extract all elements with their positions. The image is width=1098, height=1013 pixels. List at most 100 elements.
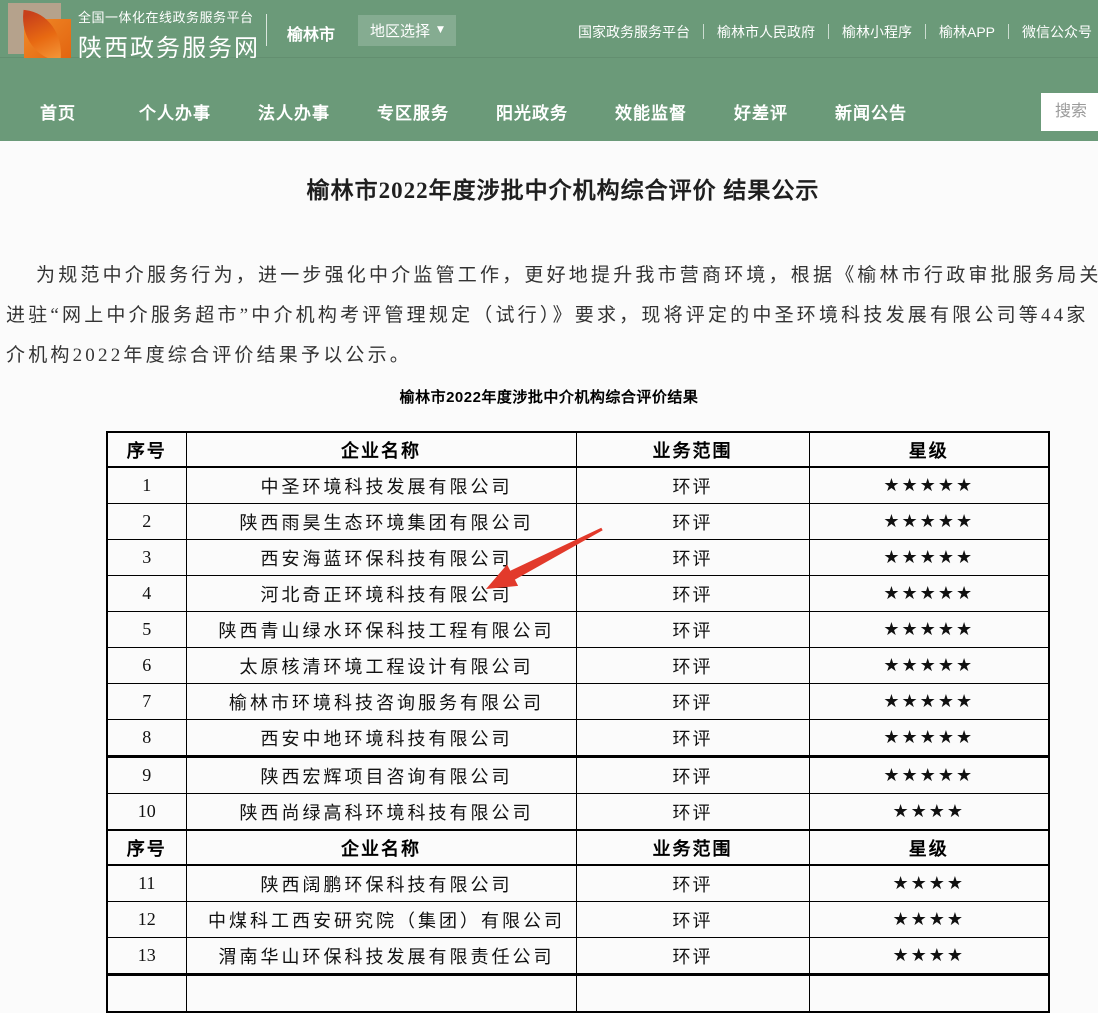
- nav-item-news[interactable]: 新闻公告: [835, 104, 907, 123]
- cell-company-name: 中煤科工西安研究院（集团）有限公司: [185, 901, 577, 938]
- cell-scope: 环评: [575, 683, 810, 720]
- link-separator: [828, 24, 829, 39]
- evaluation-results-table: 序号 企业名称 业务范围 星级 1 中圣环境科技发展有限公司 环评 ★★★★★ 2 陕西雨昊生态环…: [106, 431, 1050, 1013]
- column-header: 企业名称: [185, 431, 577, 468]
- cell-scope: 环评: [575, 937, 810, 975]
- chevron-down-icon: ▼: [437, 25, 444, 35]
- nav-item-open-gov[interactable]: 阳光政务: [496, 104, 568, 123]
- cell-scope: [575, 973, 810, 1013]
- table-row: 7 榆林市环境科技咨询服务有限公司 环评 ★★★★★: [106, 683, 1050, 720]
- nav-item-rating[interactable]: 好差评: [734, 104, 788, 123]
- paragraph-line: 介机构2022年度综合评价结果予以公示。: [6, 345, 413, 366]
- nav-item-efficiency[interactable]: 效能监督: [615, 104, 687, 123]
- cell-no: 12: [106, 901, 187, 938]
- cell-no: 2: [106, 503, 187, 540]
- site-header: 全国一体化在线政务服务平台 陕西政务服务网 榆林市 地区选择 ▼ 国家政务服务平…: [0, 0, 1098, 64]
- cell-company-name: 渭南华山环保科技发展有限责任公司: [185, 937, 577, 975]
- cell-company-name: 太原核清环境工程设计有限公司: [185, 647, 577, 684]
- cell-no: 4: [106, 575, 187, 612]
- main-navbar: 首页 个人办事 法人办事 专区服务 阳光政务 效能监督 好差评 新闻公告: [0, 58, 1098, 141]
- search-input[interactable]: [1041, 93, 1098, 131]
- cell-stars: ★★★★: [808, 864, 1050, 902]
- cell-no: [106, 973, 187, 1013]
- table-caption: 榆林市2022年度涉批中介机构综合评价结果: [399, 389, 699, 406]
- cell-no: 10: [106, 793, 187, 831]
- table-row: 13 渭南华山环保科技发展有限责任公司 环评 ★★★★: [106, 937, 1050, 975]
- cell-scope: 环评: [575, 901, 810, 938]
- current-city-label: 榆林市: [287, 27, 336, 44]
- top-links-bar: 国家政务服务平台 榆林市人民政府 榆林小程序 榆林APP 微信公众号 注册: [578, 21, 1098, 42]
- nav-item-legal-person[interactable]: 法人办事: [258, 104, 330, 123]
- cell-stars: ★★★★★: [808, 647, 1050, 684]
- column-header: 业务范围: [575, 829, 810, 866]
- cell-company-name: 河北奇正环境科技有限公司: [185, 575, 577, 612]
- cell-stars: ★★★★★: [808, 611, 1050, 648]
- cell-company-name: 陕西雨昊生态环境集团有限公司: [185, 503, 577, 540]
- cell-scope: 环评: [575, 503, 810, 540]
- link-separator: [703, 24, 704, 39]
- table-header-row: 序号 企业名称 业务范围 星级: [106, 829, 1050, 866]
- table-row: 8 西安中地环境科技有限公司 环评 ★★★★★: [106, 719, 1050, 757]
- cell-scope: 环评: [575, 755, 810, 794]
- cell-scope: 环评: [575, 575, 810, 612]
- column-header: 业务范围: [575, 431, 810, 468]
- cell-company-name: 陕西尚绿高科环境科技有限公司: [185, 793, 577, 831]
- cell-no: 6: [106, 647, 187, 684]
- nav-item-special-zone[interactable]: 专区服务: [377, 104, 449, 123]
- cell-no: 9: [106, 755, 187, 794]
- column-header: 企业名称: [185, 829, 577, 866]
- cell-no: 8: [106, 719, 187, 757]
- table-row: 2 陕西雨昊生态环境集团有限公司 环评 ★★★★★: [106, 503, 1050, 540]
- table-row: 1 中圣环境科技发展有限公司 环评 ★★★★★: [106, 466, 1050, 504]
- link-city-government[interactable]: 榆林市人民政府: [717, 23, 815, 40]
- cell-company-name: 西安海蓝环保科技有限公司: [185, 539, 577, 576]
- paragraph-line: 进驻“网上中介服务超市”中介机构考评管理规定（试行）》要求，现将评定的中圣环境科…: [6, 305, 1089, 326]
- cell-scope: 环评: [575, 864, 810, 902]
- link-national-platform[interactable]: 国家政务服务平台: [578, 23, 690, 40]
- link-wechat-account[interactable]: 微信公众号: [1022, 23, 1093, 40]
- cell-scope: 环评: [575, 611, 810, 648]
- site-name: 陕西政务服务网: [78, 35, 260, 62]
- region-selector-button[interactable]: 地区选择 ▼: [358, 15, 456, 46]
- cell-company-name: 榆林市环境科技咨询服务有限公司: [185, 683, 577, 720]
- table-row: 11 陕西阔鹏环保科技有限公司 环评 ★★★★: [106, 864, 1050, 902]
- brand-block: 全国一体化在线政务服务平台 陕西政务服务网: [78, 7, 260, 63]
- cell-company-name: 西安中地环境科技有限公司: [185, 719, 577, 757]
- cell-stars: ★★★★: [808, 901, 1050, 938]
- cell-scope: 环评: [575, 719, 810, 757]
- platform-tagline: 全国一体化在线政务服务平台: [78, 10, 254, 25]
- cell-company-name: 陕西阔鹏环保科技有限公司: [185, 864, 577, 902]
- column-header: 星级: [808, 829, 1050, 866]
- cell-no: 1: [106, 466, 187, 504]
- table-row: 3 西安海蓝环保科技有限公司 环评 ★★★★★: [106, 539, 1050, 576]
- cell-stars: ★★★★★: [808, 683, 1050, 720]
- cell-stars: ★★★★: [808, 793, 1050, 831]
- cell-stars: ★★★★★: [808, 503, 1050, 540]
- nav-item-personal[interactable]: 个人办事: [139, 104, 211, 123]
- cell-scope: 环评: [575, 466, 810, 504]
- cell-stars: ★★★★: [808, 937, 1050, 975]
- announcement-content: 榆林市2022年度涉批中介机构综合评价 结果公示 为规范中介服务行为，进一步强化…: [0, 176, 1098, 1013]
- link-city-app[interactable]: 榆林APP: [939, 23, 996, 40]
- cell-no: 5: [106, 611, 187, 648]
- cell-stars: [808, 973, 1050, 1013]
- table-row: 12 中煤科工西安研究院（集团）有限公司 环评 ★★★★: [106, 901, 1050, 938]
- table-header-row: 序号 企业名称 业务范围 星级: [106, 431, 1050, 468]
- nav-item-home[interactable]: 首页: [40, 104, 76, 123]
- column-header: 星级: [808, 431, 1050, 468]
- page-title: 榆林市2022年度涉批中介机构综合评价 结果公示: [306, 178, 820, 203]
- cell-stars: ★★★★★: [808, 719, 1050, 757]
- nav-list: 首页 个人办事 法人办事 专区服务 阳光政务 效能监督 好差评 新闻公告: [0, 58, 1098, 124]
- cell-scope: 环评: [575, 793, 810, 831]
- cell-company-name: 陕西宏辉项目咨询有限公司: [185, 755, 577, 794]
- cell-company-name: 陕西青山绿水环保科技工程有限公司: [185, 611, 577, 648]
- table-row: 4 河北奇正环境科技有限公司 环评 ★★★★★: [106, 575, 1050, 612]
- cell-company-name: [185, 973, 577, 1013]
- table-row: 9 陕西宏辉项目咨询有限公司 环评 ★★★★★: [106, 755, 1050, 794]
- cell-stars: ★★★★★: [808, 539, 1050, 576]
- table-row: 10 陕西尚绿高科环境科技有限公司 环评 ★★★★: [106, 793, 1050, 831]
- link-mini-program[interactable]: 榆林小程序: [842, 23, 912, 40]
- paragraph-line: 为规范中介服务行为，进一步强化中介监管工作，更好地提升我市营商环境，根据《榆林市…: [36, 265, 1098, 286]
- site-logo[interactable]: [8, 3, 72, 64]
- cell-company-name: 中圣环境科技发展有限公司: [185, 466, 577, 504]
